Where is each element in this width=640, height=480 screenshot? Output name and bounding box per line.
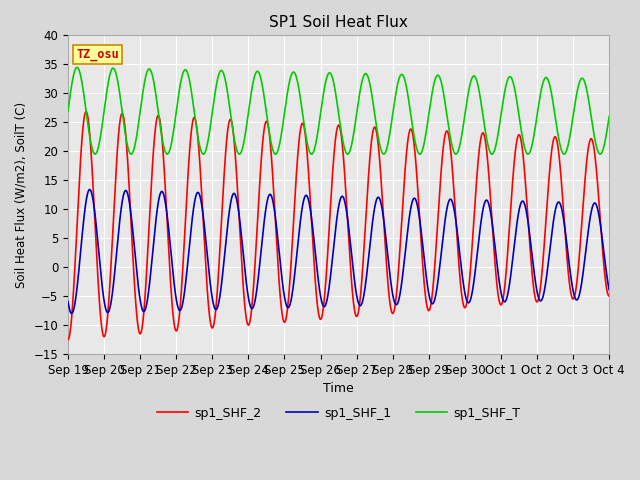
- sp1_SHF_1: [67, 309, 74, 315]
- sp1_SHF_T: [64, 108, 72, 114]
- sp1_SHF_T: [329, 75, 337, 81]
- sp1_SHF_T: [577, 77, 584, 83]
- sp1_SHF_1: [86, 187, 93, 192]
- sp1_SHF_T: [97, 134, 104, 140]
- Line: sp1_SHF_T: sp1_SHF_T: [68, 67, 609, 154]
- sp1_SHF_2: [577, 237, 584, 243]
- sp1_SHF_2: [605, 293, 613, 299]
- sp1_SHF_2: [67, 326, 74, 332]
- Title: SP1 Soil Heat Flux: SP1 Soil Heat Flux: [269, 15, 408, 30]
- sp1_SHF_T: [452, 151, 460, 157]
- sp1_SHF_T: [605, 114, 613, 120]
- sp1_SHF_1: [329, 253, 337, 259]
- sp1_SHF_1: [97, 267, 104, 273]
- sp1_SHF_2: [82, 109, 90, 115]
- sp1_SHF_T: [67, 90, 74, 96]
- Line: sp1_SHF_2: sp1_SHF_2: [68, 112, 609, 340]
- X-axis label: Time: Time: [323, 383, 354, 396]
- sp1_SHF_T: [170, 124, 178, 130]
- sp1_SHF_T: [73, 64, 81, 70]
- sp1_SHF_1: [170, 281, 178, 287]
- sp1_SHF_1: [86, 187, 94, 193]
- sp1_SHF_2: [97, 312, 104, 318]
- sp1_SHF_1: [64, 299, 72, 304]
- Y-axis label: Soil Heat Flux (W/m2), SoilT (C): Soil Heat Flux (W/m2), SoilT (C): [15, 102, 28, 288]
- sp1_SHF_2: [170, 321, 178, 327]
- sp1_SHF_1: [577, 286, 584, 292]
- sp1_SHF_1: [605, 287, 613, 293]
- sp1_SHF_T: [86, 138, 94, 144]
- sp1_SHF_1: [68, 311, 76, 316]
- Line: sp1_SHF_1: sp1_SHF_1: [68, 190, 609, 313]
- sp1_SHF_2: [86, 141, 94, 146]
- sp1_SHF_2: [64, 337, 72, 343]
- Legend: sp1_SHF_2, sp1_SHF_1, sp1_SHF_T: sp1_SHF_2, sp1_SHF_1, sp1_SHF_T: [152, 402, 525, 425]
- Text: TZ_osu: TZ_osu: [76, 48, 119, 61]
- sp1_SHF_2: [329, 170, 337, 176]
